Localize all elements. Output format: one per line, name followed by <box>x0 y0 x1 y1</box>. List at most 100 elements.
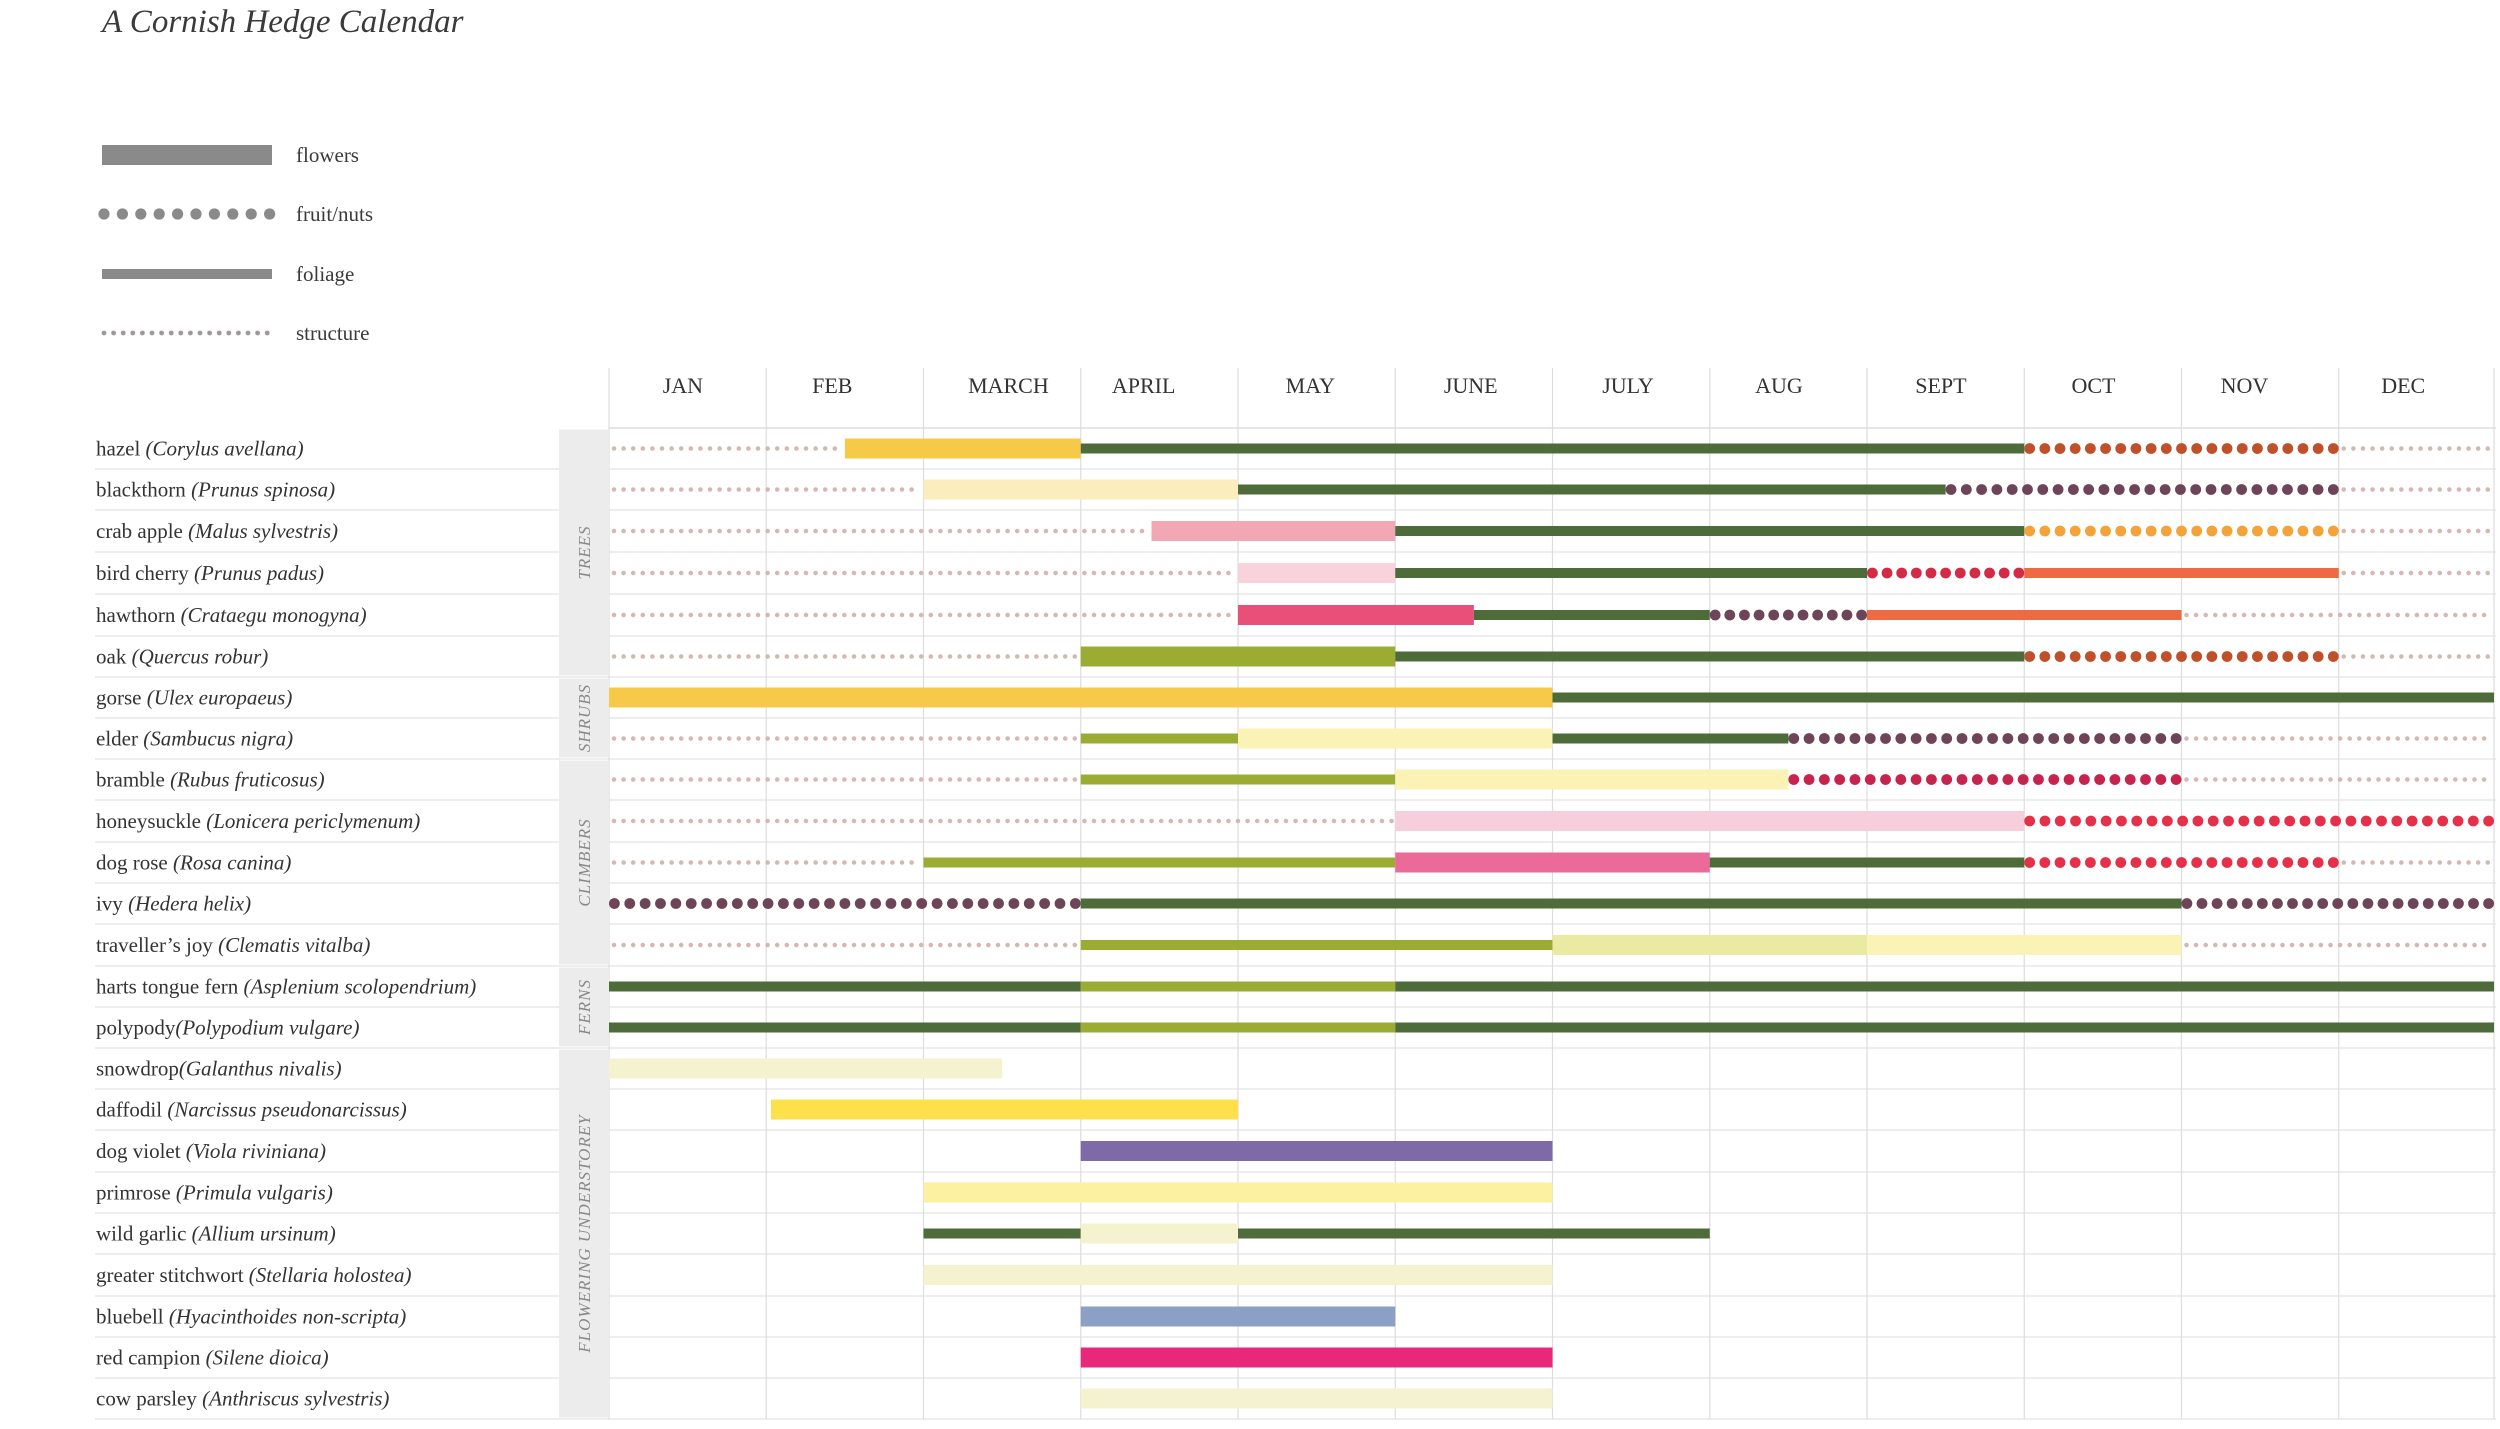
plant-row-bars <box>609 898 2495 909</box>
flowers-bar <box>1238 728 1553 749</box>
plant-common-name: hawthorn <box>96 603 181 627</box>
plant-common-name: red campion <box>96 1346 206 1370</box>
plant-common-name: honeysuckle <box>96 809 206 833</box>
foliage-bar <box>1395 568 1867 578</box>
group-label: TREES <box>575 525 594 579</box>
chart-grid <box>95 368 2496 1420</box>
structure-dots <box>2341 654 2491 659</box>
plant-row-bars <box>611 852 2491 873</box>
plant-common-name: primrose <box>96 1181 176 1205</box>
plant-row-bars <box>611 563 2491 583</box>
structure-dots <box>2341 528 2491 534</box>
structure-dots <box>611 446 838 451</box>
plant-common-name: oak <box>96 645 132 669</box>
foliage-bar <box>1395 1022 2494 1033</box>
flowers-bar <box>1080 1223 1238 1244</box>
plant-latin-name: (Primula vulgaris) <box>176 1181 333 1205</box>
plant-row-bars <box>1080 1306 1396 1327</box>
legend-structure-swatch <box>101 330 270 336</box>
plant-latin-name: (Sambucus nigra) <box>143 727 293 751</box>
month-label-sept: SEPT <box>1915 373 1967 398</box>
plant-latin-name: (Narcissus pseudonarcissus) <box>167 1098 406 1122</box>
plant-latin-name: (Quercus robur) <box>132 645 269 669</box>
flowers-bar <box>923 479 1238 500</box>
legend-item-structure: structure <box>101 321 369 345</box>
foliage-bar <box>1080 1022 1396 1033</box>
legend-label-foliage: foliage <box>296 262 354 286</box>
group-band-climbers: CLIMBERS <box>559 760 609 965</box>
plant-label: gorse (Ulex europaeus) <box>96 686 292 710</box>
plant-label: red campion (Silene dioica) <box>96 1346 329 1370</box>
plant-label: blackthorn (Prunus spinosa) <box>96 478 335 502</box>
plant-label: wild garlic (Allium ursinum) <box>96 1222 336 1246</box>
foliage-bar <box>1395 981 2494 992</box>
foliage-bar <box>1080 733 1238 744</box>
plant-labels: hazel (Corylus avellana) blackthorn (Prun… <box>96 437 476 1411</box>
fruit-dots <box>2024 857 2339 868</box>
group-label: SHRUBS <box>575 684 594 752</box>
structure-dots <box>2341 860 2491 865</box>
flowers-bar <box>609 1058 1003 1079</box>
flowers-bar <box>1080 1347 1553 1368</box>
structure-dots <box>2184 736 2487 741</box>
plant-row-bars <box>611 935 2487 955</box>
plant-label: greater stitchwort (Stellaria holostea) <box>96 1263 412 1287</box>
plant-latin-name: (Crataegu monogyna) <box>181 603 367 627</box>
plant-row-bars <box>611 479 2491 500</box>
plant-label: honeysuckle (Lonicera periclymenum) <box>96 809 420 833</box>
foliage-bar <box>1552 733 1789 744</box>
legend-foliage-swatch <box>102 269 272 279</box>
month-label-nov: NOV <box>2221 373 2269 398</box>
legend-label-flowers: flowers <box>296 143 359 167</box>
group-band-trees: TREES <box>559 429 609 676</box>
foliage-bar <box>1867 610 2182 620</box>
legend-item-fruit: fruit/nuts <box>98 202 373 226</box>
legend-label-structure: structure <box>296 321 369 345</box>
month-label-oct: OCT <box>2071 373 2116 398</box>
group-band-shrubs: SHRUBS <box>559 678 609 758</box>
plant-row-bars <box>611 438 2491 459</box>
month-axis: JAN FEB MARCH APRIL MAY JUNE JULY AUG SEPT OCT NOV… <box>663 373 2425 398</box>
fruit-dots <box>2181 898 2495 909</box>
foliage-bar <box>1395 526 2025 536</box>
plant-common-name: daffodil <box>96 1098 167 1122</box>
fruit-dots <box>1867 567 2025 579</box>
fruit-dots <box>2024 815 2495 827</box>
plant-label: daffodil (Narcissus pseudonarcissus) <box>96 1098 407 1122</box>
month-label-june: JUNE <box>1444 373 1498 398</box>
plant-latin-name: (Allium ursinum) <box>192 1222 336 1246</box>
plant-row-bars <box>611 728 2487 749</box>
plant-label: crab apple (Malus sylvestris) <box>96 519 338 543</box>
plant-latin-name: (Rubus fruticosus) <box>170 768 325 792</box>
plant-common-name: crab apple <box>96 519 188 543</box>
plant-common-name: ivy <box>96 892 128 916</box>
plant-common-name: elder <box>96 727 143 751</box>
plant-label: elder (Sambucus nigra) <box>96 727 293 751</box>
flowers-bar <box>1552 935 1867 955</box>
plant-row-bars <box>611 521 2491 541</box>
plant-latin-name: (Ulex europaeus) <box>147 686 293 710</box>
plant-latin-name: (Corylus avellana) <box>146 437 304 461</box>
plant-latin-name: (Hyacinthoides non-scripta) <box>169 1305 406 1329</box>
group-label: FERNS <box>575 979 594 1036</box>
plant-common-name: snowdrop <box>96 1057 179 1081</box>
plant-common-name: bramble <box>96 768 170 792</box>
legend: flowers fruit/nuts foliage structure <box>98 143 373 345</box>
flowers-bar <box>1238 605 1474 625</box>
plant-common-name: dog rose <box>96 851 173 875</box>
structure-dots <box>611 818 1394 824</box>
structure-dots <box>611 942 1078 948</box>
plant-label: cow parsley (Anthriscus sylvestris) <box>96 1387 389 1411</box>
plant-label: snowdrop(Galanthus nivalis) <box>96 1057 342 1081</box>
flowers-bar <box>1080 1388 1553 1409</box>
plant-common-name: traveller’s joy <box>96 933 218 957</box>
plant-label: hazel (Corylus avellana) <box>96 437 304 461</box>
flowers-bar <box>1238 563 1396 583</box>
month-label-feb: FEB <box>812 373 852 398</box>
plant-row-bars <box>1080 1388 1553 1409</box>
flowers-bar <box>1080 1141 1553 1161</box>
foliage-bar <box>609 1022 1081 1033</box>
plant-row-bars <box>609 1058 1003 1079</box>
plant-latin-name: (Silene dioica) <box>206 1346 329 1370</box>
structure-dots <box>2184 612 2487 618</box>
